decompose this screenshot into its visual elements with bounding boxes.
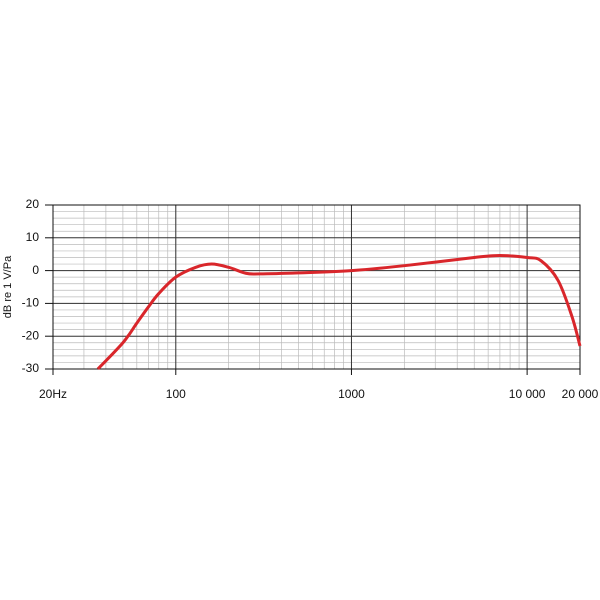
x-tick-label: 1000	[338, 387, 365, 401]
x-tick-label: 20Hz	[39, 387, 67, 401]
x-tick-label: 20 000	[562, 387, 599, 401]
response-curve	[96, 254, 582, 371]
y-tick-label: 20	[26, 197, 40, 211]
y-axis-label: dB re 1 V/Pa	[2, 255, 14, 318]
y-tick-label: -20	[22, 328, 40, 342]
y-tick-label: -10	[22, 296, 40, 310]
x-tick-label: 100	[166, 387, 186, 401]
y-tick-label: 0	[32, 263, 39, 277]
plot-frame	[52, 204, 581, 370]
y-tick-label: -30	[22, 361, 40, 375]
x-tick-label: 10 000	[509, 387, 546, 401]
y-tick-label: 10	[26, 230, 40, 244]
